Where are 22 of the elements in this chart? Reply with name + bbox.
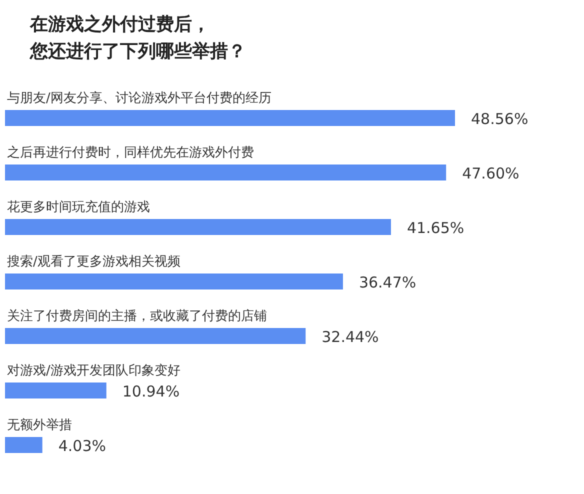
bar <box>5 164 446 180</box>
bar <box>5 382 106 398</box>
y-tick-label: 对游戏/游戏开发团队印象变好 <box>7 364 180 378</box>
data-label: 48.56% <box>471 110 528 128</box>
y-tick-label: 与朋友/网友分享、讨论游戏外平台付费的经历 <box>7 90 272 106</box>
bar <box>5 219 391 235</box>
bar <box>5 110 455 126</box>
y-tick-label: 无额外举措 <box>7 418 72 433</box>
data-label: 47.60% <box>462 164 520 182</box>
bar <box>5 437 42 453</box>
data-label: 41.65% <box>406 219 464 237</box>
y-tick-label: 搜索/观看了更多游戏相关视频 <box>7 254 180 270</box>
y-tick-label: 关注了付费房间的主播，或收藏了付费的店铺 <box>7 308 267 324</box>
chart-title: 在游戏之外付过费后，您还进行了下列哪些举措？ <box>29 14 246 62</box>
data-label: 36.47% <box>358 274 416 292</box>
bar <box>5 274 343 290</box>
data-label: 4.03% <box>58 437 106 455</box>
y-tick-label: 之后再进行付费时，同样优先在游戏外付费 <box>7 146 254 160</box>
bar <box>5 328 306 344</box>
data-label: 10.94% <box>122 382 180 400</box>
data-label: 32.44% <box>322 328 379 346</box>
y-tick-label: 花更多时间玩充值的游戏 <box>7 200 150 215</box>
